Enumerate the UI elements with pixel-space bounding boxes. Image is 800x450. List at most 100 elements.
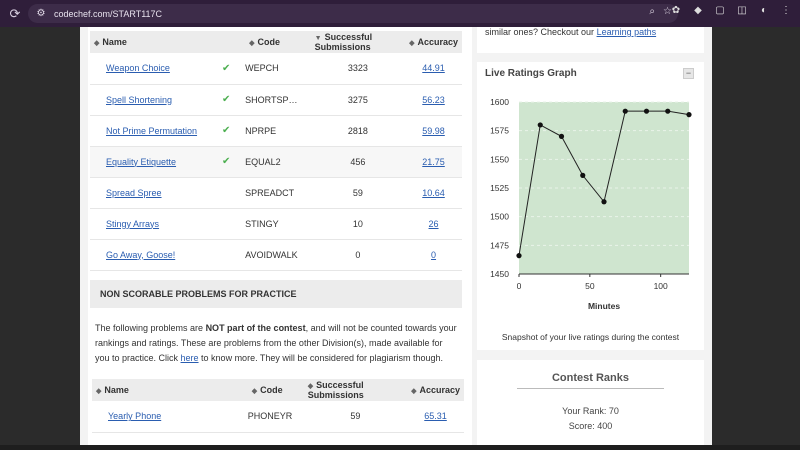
- problem-code: SHORTSP…: [245, 84, 311, 116]
- submission-count: 10: [310, 208, 406, 240]
- here-link[interactable]: here: [180, 353, 199, 363]
- submission-count: 456: [310, 146, 406, 178]
- data-point: [686, 112, 692, 118]
- learning-paths-link[interactable]: Learning paths: [596, 27, 657, 37]
- problems-column: ◆ Name ◆ Code ▼ Successful Submissions ◆ Acc…: [88, 27, 472, 445]
- problem-link[interactable]: Go Away, Goose!: [106, 249, 176, 260]
- practice-description: The following problems are NOT part of t…: [95, 323, 457, 363]
- problem-link[interactable]: Weapon Choice: [106, 63, 170, 74]
- extension-icon[interactable]: ✿: [671, 5, 681, 16]
- header-code[interactable]: ◆ Code: [249, 37, 281, 47]
- data-point: [516, 253, 522, 259]
- problem-link[interactable]: Equality Etiquette: [106, 156, 177, 167]
- your-rank: Your Rank: 70: [562, 406, 619, 416]
- data-point: [643, 108, 650, 114]
- accuracy-link[interactable]: 10.64: [422, 187, 445, 198]
- data-point: [580, 172, 586, 178]
- collapse-button[interactable]: −: [683, 68, 694, 79]
- table-header: ◆ Name ◆ Code ▼ Successful Submissions ◆ Acc…: [90, 31, 462, 53]
- problem-code: PHONEYR: [247, 401, 304, 433]
- x-tick-label: 50: [585, 281, 595, 291]
- accuracy-link[interactable]: 44.91: [422, 63, 445, 74]
- problem-link[interactable]: Not Prime Permutation: [106, 125, 198, 136]
- submission-count: 2818: [310, 115, 406, 147]
- problem-code: STINGY: [245, 208, 311, 240]
- learning-paths-panel: similar ones? Checkout our Learning path…: [477, 27, 704, 53]
- data-point: [665, 108, 671, 114]
- score: Score: 400: [568, 421, 613, 431]
- y-tick-label: 1450: [490, 269, 509, 279]
- reload-icon[interactable]: ⟳: [9, 5, 21, 21]
- y-tick-label: 1600: [490, 97, 509, 107]
- browser-toolbar: ⟳ ⚙ codechef.com/START117C ⌕ ☆ ✿ ◆ ▢ ◫ ◐…: [0, 0, 800, 27]
- data-point: [601, 199, 607, 205]
- table-row: Spread Spree SPREADCT 59 10.64: [90, 177, 462, 209]
- check-icon: ✔: [222, 94, 231, 105]
- site-info-icon[interactable]: ⚙: [36, 8, 46, 19]
- problem-code: SPREADCT: [245, 177, 311, 209]
- taskbar-strip: [0, 445, 800, 450]
- accuracy-link[interactable]: 56.23: [422, 94, 445, 105]
- x-tick-label: 100: [654, 281, 668, 291]
- menu-icon[interactable]: ⋮: [781, 5, 791, 16]
- header-name[interactable]: ◆ Name: [96, 385, 129, 395]
- y-tick-label: 1475: [490, 240, 509, 250]
- table-row: Spell Shortening ✔ SHORTSP… 3275 56.23: [90, 84, 462, 116]
- check-icon: ✔: [222, 125, 231, 136]
- url-text[interactable]: codechef.com/START117C: [54, 8, 163, 19]
- problem-code: NPRPE: [245, 115, 311, 147]
- x-axis-label: Minutes: [588, 301, 620, 311]
- header-accuracy[interactable]: ◆ Accuracy: [411, 385, 460, 395]
- problem-link[interactable]: Spell Shortening: [106, 94, 173, 105]
- table-row: Go Away, Goose! AVOIDWALK 0 0: [90, 239, 462, 271]
- header-subs[interactable]: ▼ Successful Submissions: [314, 32, 373, 52]
- table-row: Weapon Choice ✔ WEPCH 3323 44.91: [90, 53, 462, 85]
- table-row: Equality Etiquette ✔ EQUAL2 456 21.75: [90, 146, 462, 178]
- table-row: Yearly Phone PHONEYR 59 65.31: [92, 401, 464, 433]
- extension-icon[interactable]: ◆: [694, 5, 702, 16]
- ratings-chart: 1450 1475 1500 1525 1550 1575 1600 0 50 100 Minute…: [490, 97, 692, 311]
- accuracy-link[interactable]: 21.75: [422, 156, 445, 167]
- submission-count: 3275: [310, 84, 406, 116]
- check-icon: ✔: [222, 156, 231, 167]
- accuracy-link[interactable]: 65.31: [424, 411, 447, 422]
- y-tick-label: 1525: [490, 183, 509, 193]
- problem-code: WEPCH: [245, 53, 311, 85]
- y-tick-label: 1500: [490, 212, 509, 222]
- graph-title: Live Ratings Graph: [485, 68, 577, 79]
- header-code[interactable]: ◆ Code: [251, 385, 283, 395]
- header-accuracy[interactable]: ◆ Accuracy: [409, 37, 458, 47]
- table-header: ◆ Name ◆ Code ◆ Successful Submissions ◆ Acc…: [92, 379, 464, 401]
- address-bar[interactable]: ⚙ codechef.com/START117C ⌕ ☆: [28, 4, 678, 23]
- accuracy-link[interactable]: 26: [428, 218, 439, 229]
- submission-count: 0: [310, 239, 406, 271]
- header-name[interactable]: ◆ Name: [94, 37, 127, 47]
- submission-count: 3323: [310, 53, 406, 85]
- table-row: Stingy Arrays STINGY 10 26: [90, 208, 462, 240]
- accuracy-link[interactable]: 59.98: [422, 125, 445, 136]
- problem-link[interactable]: Yearly Phone: [108, 411, 162, 422]
- y-tick-label: 1575: [490, 126, 509, 136]
- profile-icon[interactable]: ◐: [760, 5, 768, 16]
- submission-count: 59: [310, 177, 406, 209]
- contest-ranks-panel: Contest Ranks Your Rank: 70 Score: 400: [477, 360, 704, 445]
- puzzle-icon[interactable]: ▢: [715, 5, 725, 16]
- accuracy-link[interactable]: 0: [431, 249, 437, 260]
- problem-link[interactable]: Spread Spree: [106, 187, 162, 198]
- sidepanel-icon[interactable]: ◫: [737, 5, 747, 16]
- problem-link[interactable]: Stingy Arrays: [106, 218, 160, 229]
- zoom-icon[interactable]: ⌕: [649, 6, 656, 17]
- graph-caption: Snapshot of your live ratings during the…: [501, 332, 680, 342]
- data-point: [558, 133, 565, 139]
- table-row: Not Prime Permutation ✔ NPRPE 2818 59.98: [90, 115, 462, 147]
- ranks-title: Contest Ranks: [517, 372, 664, 389]
- scorable-problems-table: ◆ Name ◆ Code ▼ Successful Submissions ◆ Acc…: [90, 31, 462, 271]
- y-tick-label: 1550: [490, 154, 509, 164]
- practice-section-title: NON SCORABLE PROBLEMS FOR PRACTICE: [90, 280, 462, 308]
- data-point: [537, 122, 543, 128]
- bookmark-star-icon[interactable]: ☆: [663, 6, 672, 17]
- x-tick-label: 0: [517, 281, 522, 291]
- problem-code: EQUAL2: [245, 146, 311, 178]
- problem-code: AVOIDWALK: [245, 239, 311, 271]
- header-subs[interactable]: ◆ Successful Submissions: [307, 380, 364, 400]
